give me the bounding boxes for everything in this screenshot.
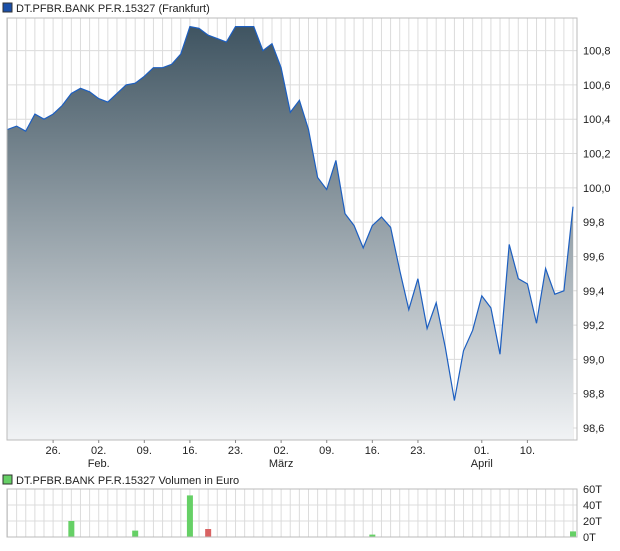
y-tick-label: 98,8 [583,389,604,401]
x-month-label: März [269,458,293,470]
volume-legend-label: DT.PFBR.BANK PF.R.15327 Volumen in Euro [16,475,239,487]
price-plot-frame [6,17,578,441]
volume-y-tick-label: 20T [583,516,602,528]
x-tick-label: 16. [365,445,380,457]
price-legend-label: DT.PFBR.BANK PF.R.15327 (Frankfurt) [16,3,210,15]
volume-bar [186,495,193,537]
y-tick-label: 100,0 [583,183,611,195]
volume-y-tick-label: 40T [583,500,602,512]
volume-bar [369,534,376,537]
x-month-label: April [471,458,493,470]
y-tick-label: 100,6 [583,80,611,92]
y-tick-label: 99,8 [583,217,604,229]
volume-bar [570,531,576,537]
price-axes: 98,6 98,8 99,0 99,2 99,4 99,6 99,8 100,0 100,2 10… [45,46,610,470]
volume-plot-frame [6,488,578,538]
volume-bars [68,495,576,537]
volume-grid [7,488,577,538]
y-tick-label: 100,4 [583,114,611,126]
y-tick-label: 100,8 [583,46,611,58]
y-tick-label: 100,2 [583,149,611,161]
x-tick-label: 02. [91,445,106,457]
x-tick-label: 23. [410,445,425,457]
x-month-label: Feb. [88,458,110,470]
price-area [7,26,573,440]
x-tick-label: 26. [45,445,60,457]
y-tick-label: 99,6 [583,251,604,263]
x-tick-label: 10. [520,445,535,457]
x-tick-label: 16. [182,445,197,457]
y-tick-label: 99,0 [583,354,604,366]
volume-axes: 0T 20T 40T 60T [583,484,602,544]
y-tick-label: 98,6 [583,423,604,435]
volume-legend-swatch [2,474,13,485]
volume-y-tick-label: 60T [583,484,602,496]
x-tick-label: 02. [273,445,288,457]
x-tick-label: 23. [228,445,243,457]
y-tick-label: 99,2 [583,320,604,332]
y-tick-label: 99,4 [583,286,604,298]
x-tick-label: 09. [319,445,334,457]
x-tick-label: 09. [137,445,152,457]
price-legend-swatch [2,2,13,13]
volume-bar [205,529,212,537]
x-tick-label: 01. [474,445,489,457]
volume-y-tick-label: 0T [583,532,596,544]
volume-bar [68,521,75,537]
volume-bar [132,530,139,537]
price-line [7,25,574,401]
